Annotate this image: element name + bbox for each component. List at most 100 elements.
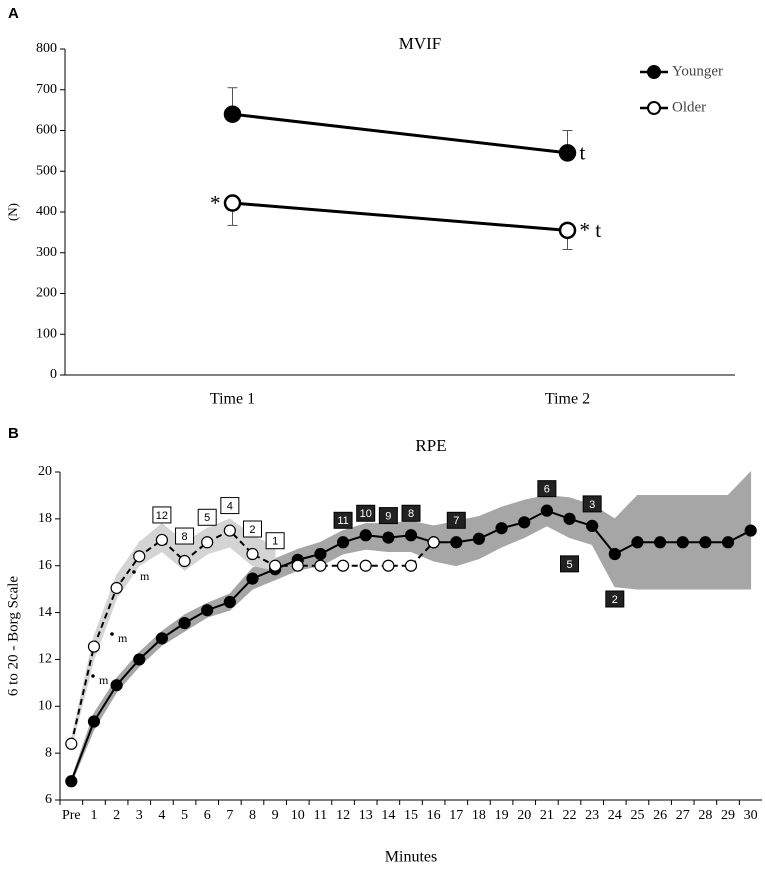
count-label: 3 — [589, 499, 595, 511]
y-tick-label: 14 — [38, 605, 52, 620]
annotation-dot — [132, 570, 136, 574]
count-box — [401, 504, 421, 522]
x-axis-label: Minutes — [385, 849, 437, 866]
marker — [336, 559, 350, 572]
x-tick-label: 27 — [676, 808, 690, 823]
x-tick-label: 6 — [204, 808, 211, 823]
x-tick-label: 1 — [90, 808, 97, 823]
marker — [563, 512, 576, 525]
legend-label: Older — [672, 99, 706, 115]
count-box — [220, 497, 240, 515]
marker — [87, 640, 101, 653]
count-label: 8 — [408, 508, 414, 520]
x-tick-label: 22 — [563, 808, 577, 823]
y-tick-label: 400 — [36, 204, 57, 219]
count-box — [378, 507, 398, 525]
y-tick-label: 18 — [38, 511, 52, 526]
chart-title: MVIF — [399, 34, 442, 53]
count-label: 1 — [272, 536, 278, 548]
marker — [427, 536, 440, 549]
marker — [721, 536, 735, 549]
marker — [631, 536, 644, 549]
x-tick-label: 9 — [272, 808, 279, 823]
series-line — [70, 529, 435, 744]
y-axis-label: (N) — [5, 203, 20, 221]
count-label: 5 — [566, 559, 572, 571]
y-tick-label: 16 — [38, 558, 52, 573]
x-tick-label: 20 — [517, 808, 531, 823]
x-tick-label: 14 — [381, 808, 395, 823]
x-tick-label: 4 — [158, 808, 165, 823]
marker — [133, 653, 146, 666]
marker — [178, 554, 191, 568]
point-label: t — [580, 141, 586, 165]
marker — [269, 559, 282, 572]
annotation: m — [140, 569, 150, 583]
marker — [404, 559, 418, 572]
point-label: * — [210, 191, 221, 215]
marker — [246, 572, 259, 585]
point-label: * t — [580, 218, 602, 242]
count-label: 6 — [544, 484, 550, 496]
marker — [178, 617, 191, 630]
marker — [155, 632, 169, 645]
count-label: 10 — [360, 508, 372, 520]
y-tick-label: 300 — [36, 245, 57, 260]
count-box — [537, 480, 557, 498]
count-box — [197, 508, 217, 526]
marker — [223, 194, 242, 212]
annotation: m — [99, 673, 109, 687]
x-tick-label: 5 — [181, 808, 188, 823]
y-tick-label: 12 — [38, 652, 52, 667]
marker — [518, 516, 531, 529]
x-tick-label: 28 — [698, 808, 712, 823]
x-tick-label: 26 — [653, 808, 667, 823]
y-tick-label: 600 — [36, 123, 57, 138]
marker — [586, 519, 599, 532]
count-box — [265, 532, 285, 550]
y-tick-label: 10 — [38, 699, 52, 714]
marker — [223, 524, 236, 537]
count-box — [356, 504, 376, 522]
marker — [87, 715, 101, 728]
count-box — [333, 511, 353, 529]
count-box — [152, 506, 172, 524]
annotation-dot — [91, 674, 95, 678]
y-tick-label: 800 — [36, 41, 57, 56]
y-tick-label: 0 — [50, 367, 57, 382]
marker — [314, 547, 327, 561]
panel-label: B — [8, 425, 19, 442]
marker — [359, 529, 372, 542]
x-tick-label: Pre — [62, 808, 81, 823]
marker — [133, 550, 146, 563]
marker — [65, 737, 78, 750]
x-tick-label: Time 1 — [210, 391, 255, 408]
chart-title: RPE — [415, 436, 446, 455]
marker — [155, 533, 169, 547]
marker — [699, 536, 712, 549]
count-label: 5 — [204, 512, 210, 524]
y-axis-label: 6 to 20 - Borg Scale — [5, 576, 21, 696]
marker — [110, 679, 123, 692]
x-tick-label: 10 — [291, 808, 305, 823]
count-box — [582, 495, 602, 513]
series-line — [232, 201, 568, 232]
y-tick-label: 200 — [36, 286, 57, 301]
count-box — [175, 527, 195, 545]
marker — [223, 595, 236, 609]
marker — [558, 221, 577, 240]
count-label: 2 — [612, 594, 618, 606]
legend-label: Younger — [672, 63, 723, 79]
x-tick-label: 25 — [630, 808, 644, 823]
marker — [653, 536, 667, 549]
y-tick-label: 100 — [36, 326, 57, 341]
legend-marker — [647, 65, 661, 79]
marker — [291, 559, 304, 572]
x-tick-label: 11 — [314, 808, 327, 823]
marker — [201, 604, 214, 617]
x-tick-label: 13 — [359, 808, 373, 823]
series-line — [232, 112, 568, 155]
marker — [608, 547, 621, 561]
annotation: m — [118, 631, 128, 645]
